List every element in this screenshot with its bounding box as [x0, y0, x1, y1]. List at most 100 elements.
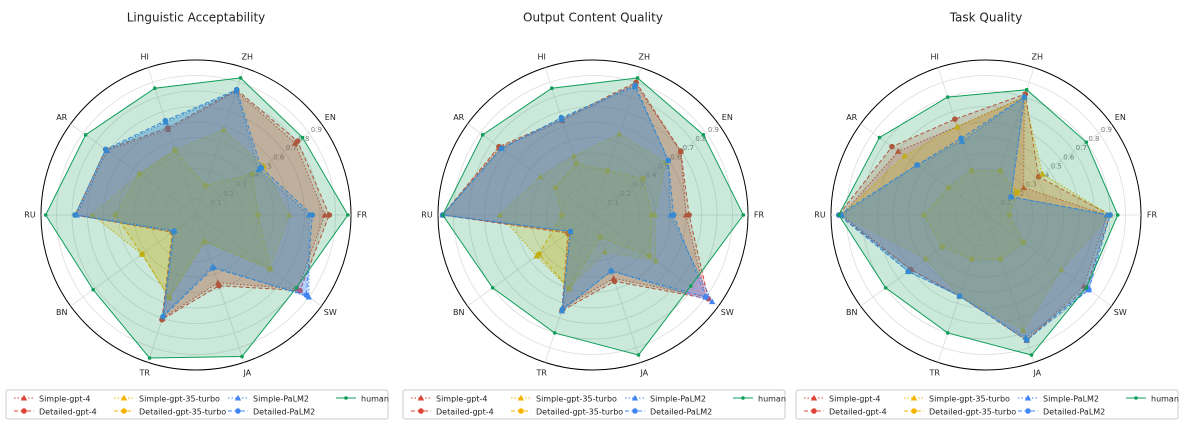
marker: [632, 82, 638, 89]
marker: [905, 268, 912, 275]
r-tick-label: 0.2: [620, 190, 631, 198]
marker: [517, 394, 525, 401]
marker: [240, 354, 244, 359]
marker: [480, 133, 485, 137]
r-tick-label: 0.7: [683, 144, 694, 152]
marker: [91, 287, 95, 292]
legend-label: Simple-gpt-35-turbo: [536, 395, 617, 404]
marker: [811, 408, 817, 414]
marker: [255, 166, 262, 173]
axis-label: FR: [754, 211, 765, 220]
marker: [611, 278, 618, 285]
marker: [901, 152, 908, 159]
marker: [418, 408, 424, 414]
marker: [741, 213, 746, 217]
r-tick-label: 0.1: [211, 199, 222, 207]
r-tick-label: 0.8: [695, 135, 706, 143]
series-area: [75, 90, 310, 317]
legend-label: Detailed-gpt-35-turbo: [139, 408, 226, 417]
series-area: [442, 77, 744, 356]
legend-label: Detailed-PaLM2: [650, 408, 712, 417]
marker: [558, 114, 565, 121]
chart-title: Linguistic Acceptability: [127, 11, 266, 25]
legend-label: Detailed-PaLM2: [1043, 408, 1105, 417]
r-tick-label: 0.7: [1076, 144, 1087, 152]
radar-chart: Task Quality0.10.20.30.40.50.60.70.80.9F…: [795, 11, 1179, 420]
marker: [216, 282, 222, 289]
axis-label: SW: [1114, 308, 1127, 317]
r-tick-label: 0.3: [236, 181, 247, 189]
r-tick-label: 0.5: [261, 162, 272, 170]
marker: [1008, 193, 1014, 200]
axis-label: HI: [538, 53, 546, 62]
marker: [1029, 353, 1034, 357]
marker: [895, 148, 902, 154]
marker: [1024, 394, 1032, 401]
r-tick-label: 0.4: [645, 172, 657, 180]
axis-label: FR: [1147, 211, 1158, 220]
marker: [1058, 266, 1065, 273]
spoke: [70, 123, 197, 216]
marker: [234, 394, 242, 401]
marker: [533, 252, 540, 259]
marker: [652, 257, 659, 264]
spoke: [985, 123, 1112, 216]
marker: [997, 256, 1004, 263]
marker: [172, 147, 178, 153]
marker: [1115, 213, 1120, 217]
axis-label: AR: [846, 113, 857, 122]
marker: [649, 212, 655, 218]
radar-chart: Output Content Quality 0.10.20.30.40.50.6…: [402, 11, 786, 420]
legend-label: Simple-gpt-35-turbo: [929, 395, 1010, 404]
series-area: [499, 133, 667, 290]
marker: [1084, 140, 1089, 144]
r-tick-label: 0.9: [311, 126, 322, 134]
marker: [536, 251, 542, 257]
marker: [911, 408, 917, 414]
marker: [537, 173, 544, 180]
marker: [597, 234, 603, 240]
marker: [968, 167, 975, 174]
axis-label: TR: [138, 368, 150, 377]
axis-label: ZH: [1032, 53, 1044, 62]
marker: [201, 238, 208, 245]
marker: [238, 76, 243, 80]
axis-label: SW: [721, 308, 734, 317]
axis-label: BN: [56, 308, 67, 317]
marker: [440, 213, 445, 217]
marker: [958, 135, 964, 142]
marker: [220, 126, 227, 133]
marker: [496, 211, 504, 218]
spoke: [592, 67, 642, 216]
marker: [1039, 170, 1046, 177]
r-tick-label: 0.3: [633, 181, 644, 189]
marker: [305, 293, 313, 300]
marker: [121, 408, 127, 414]
legend-label: human: [361, 395, 389, 404]
series-area: [74, 89, 330, 321]
axis-label: HI: [931, 53, 939, 62]
marker: [945, 95, 950, 99]
marker: [1134, 396, 1138, 400]
marker: [689, 284, 693, 288]
axis-label: RU: [814, 211, 826, 220]
marker: [326, 212, 333, 218]
marker: [285, 211, 293, 218]
r-tick-label: 0.1: [608, 199, 619, 207]
axis-label: ZH: [242, 53, 254, 62]
spoke: [147, 214, 197, 363]
axis-label: HI: [141, 53, 149, 62]
marker: [550, 86, 554, 91]
marker: [233, 86, 240, 93]
marker: [344, 396, 348, 400]
series-area: [841, 96, 1108, 341]
marker: [518, 408, 524, 414]
marker: [1006, 212, 1013, 218]
series-area: [841, 95, 1108, 338]
marker: [968, 256, 975, 263]
marker: [636, 353, 641, 357]
legend-label: Detailed-gpt-35-turbo: [929, 408, 1016, 417]
marker: [72, 212, 78, 218]
marker: [1024, 87, 1029, 92]
series-area: [114, 149, 271, 299]
